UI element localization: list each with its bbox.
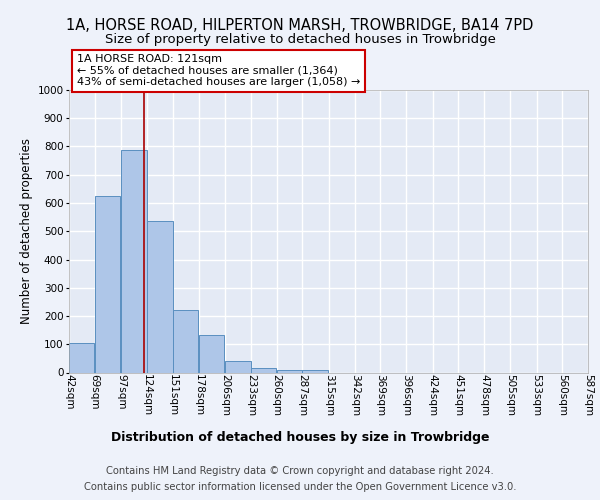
Bar — [95, 196, 120, 372]
Bar — [147, 221, 173, 372]
Text: Distribution of detached houses by size in Trowbridge: Distribution of detached houses by size … — [111, 431, 489, 444]
Text: Size of property relative to detached houses in Trowbridge: Size of property relative to detached ho… — [104, 32, 496, 46]
Bar — [199, 335, 224, 372]
Y-axis label: Number of detached properties: Number of detached properties — [20, 138, 33, 324]
Bar — [69, 344, 94, 372]
Bar — [302, 370, 328, 372]
Text: 1A, HORSE ROAD, HILPERTON MARSH, TROWBRIDGE, BA14 7PD: 1A, HORSE ROAD, HILPERTON MARSH, TROWBRI… — [67, 18, 533, 32]
Text: 1A HORSE ROAD: 121sqm
← 55% of detached houses are smaller (1,364)
43% of semi-d: 1A HORSE ROAD: 121sqm ← 55% of detached … — [77, 54, 360, 87]
Bar — [121, 150, 147, 372]
Bar — [173, 310, 198, 372]
Bar — [277, 370, 302, 372]
Bar — [225, 360, 251, 372]
Text: Contains HM Land Registry data © Crown copyright and database right 2024.: Contains HM Land Registry data © Crown c… — [106, 466, 494, 476]
Text: Contains public sector information licensed under the Open Government Licence v3: Contains public sector information licen… — [84, 482, 516, 492]
Bar — [251, 368, 277, 372]
